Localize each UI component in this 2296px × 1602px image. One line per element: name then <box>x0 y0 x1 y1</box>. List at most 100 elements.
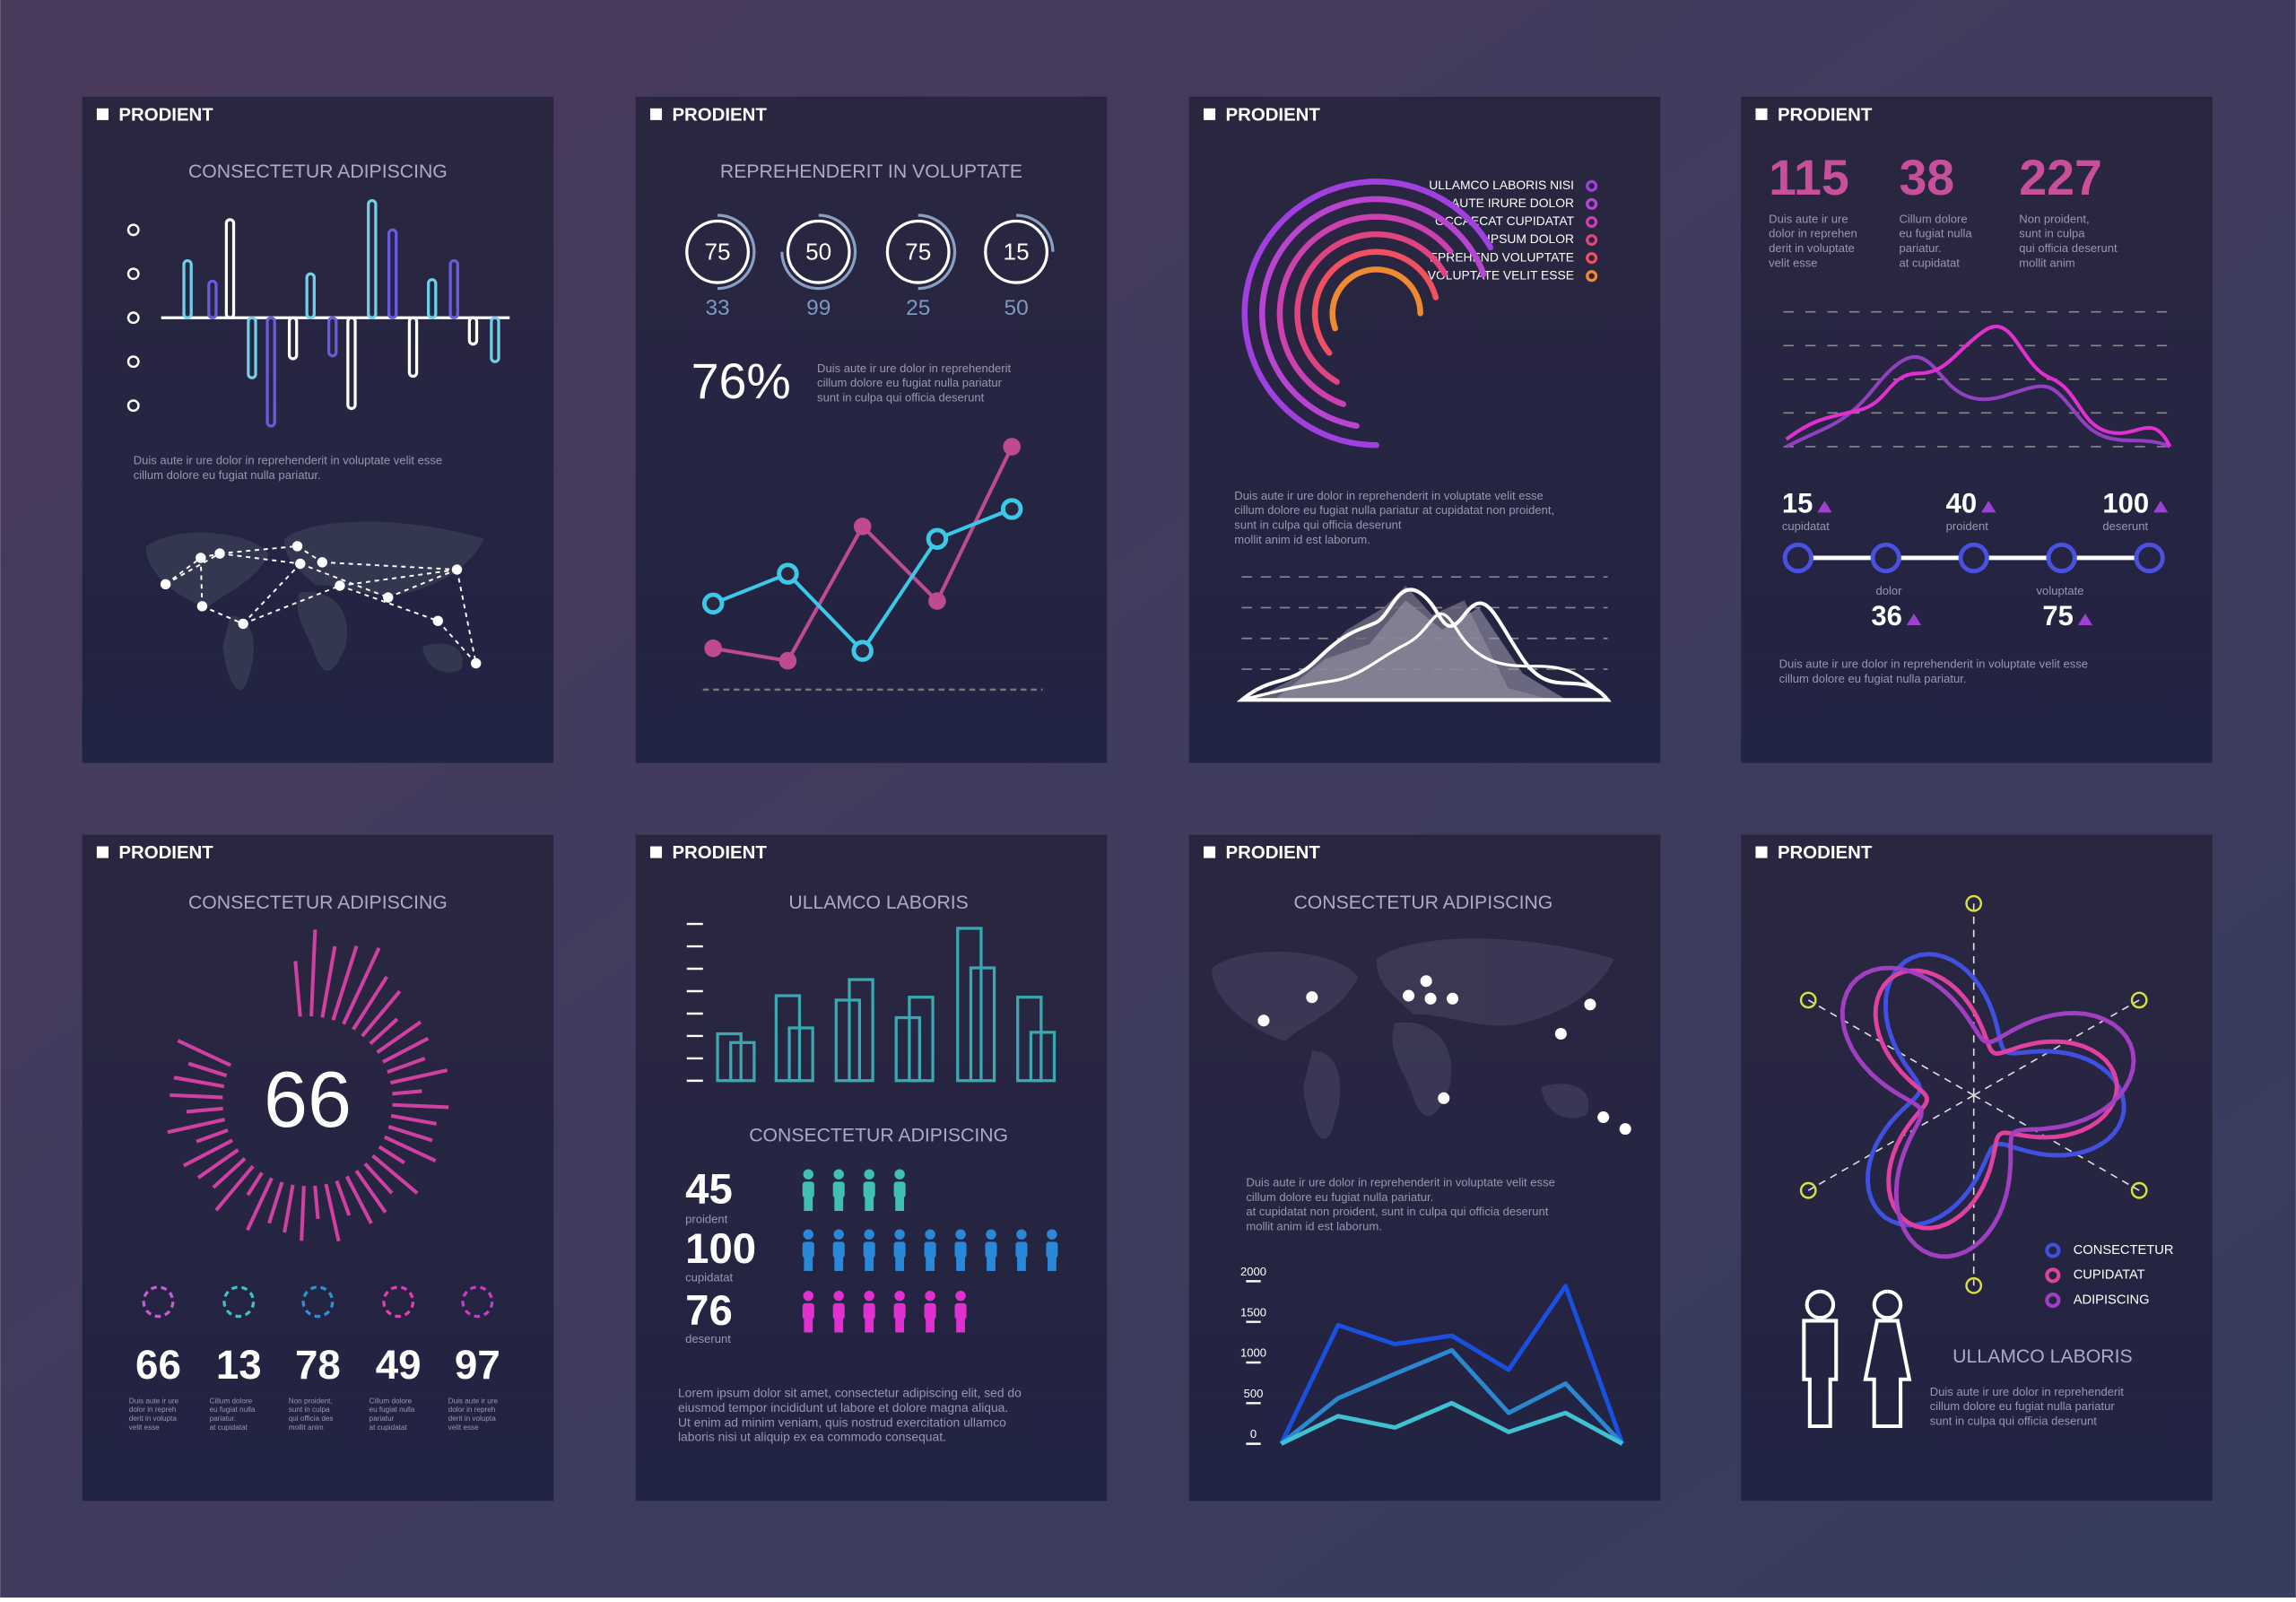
head <box>864 1169 874 1180</box>
radial-ray <box>389 1068 448 1085</box>
radial-ray <box>283 1184 295 1233</box>
arc <box>1259 196 1487 430</box>
radial-ray <box>331 945 359 1021</box>
bar-outline <box>908 996 935 1083</box>
point <box>926 527 949 550</box>
person-icon <box>832 1169 845 1212</box>
person-outline <box>1805 1289 1836 1320</box>
network-line <box>165 553 221 586</box>
map-dot <box>1447 992 1459 1005</box>
gauge-sub: 33 <box>705 296 729 320</box>
timeline-node <box>1958 542 1989 574</box>
stat-value: 97 <box>455 1342 500 1388</box>
timeline-value: 75 <box>2042 600 2073 631</box>
network-node <box>160 579 171 590</box>
radial-ray <box>246 1171 264 1197</box>
person-icon <box>1046 1229 1058 1271</box>
network-node <box>383 592 394 603</box>
mountain <box>1274 600 1567 701</box>
radar-end <box>1799 1181 1817 1199</box>
paragraph-line: pariatur. <box>210 1415 236 1423</box>
point <box>704 640 722 657</box>
panel <box>1741 834 2213 1502</box>
person-icon <box>924 1229 936 1271</box>
stat-value: 49 <box>376 1342 422 1388</box>
body <box>985 1241 997 1258</box>
head <box>864 1291 874 1302</box>
body <box>893 1181 906 1198</box>
gauge-arc <box>1016 213 1055 252</box>
legend-label: AUTE IRURE DOLOR <box>1451 196 1574 210</box>
radial-ray <box>187 1061 228 1078</box>
legend-dot <box>1586 270 1598 283</box>
paragraph-line: eu fugiat nulla <box>1899 227 1972 240</box>
legend-dot <box>2045 1242 2061 1258</box>
panel <box>82 96 554 763</box>
gauge-sub: 50 <box>1004 296 1028 320</box>
network-node <box>295 558 306 570</box>
timeline-caption: deserunt <box>2102 519 2148 533</box>
radial-ray <box>335 1180 352 1216</box>
point <box>851 640 874 662</box>
head <box>925 1229 935 1240</box>
bar <box>367 199 378 319</box>
network-line <box>387 569 457 598</box>
radar-end <box>1965 894 1983 912</box>
radial-ray <box>387 1057 426 1075</box>
paragraph-line: Duis aute ir ure dolor in reprehenderit … <box>1246 1175 1554 1188</box>
people-value: 45 <box>685 1165 733 1213</box>
arc <box>1241 178 1494 448</box>
network-node <box>432 615 443 626</box>
legs <box>804 1256 813 1271</box>
radial-ray <box>186 1106 223 1114</box>
bar <box>327 316 338 358</box>
map-dot <box>1584 998 1596 1011</box>
legend-dot <box>2045 1293 2061 1309</box>
brand: PRODIENT <box>1778 843 1873 863</box>
paragraph-line: eu fugiat nulla <box>210 1406 256 1414</box>
point <box>1000 498 1023 520</box>
paragraph-line: velit esse <box>129 1424 160 1432</box>
paragraph-line: Lorem ipsum dolor sit amet, consectetur … <box>678 1386 1022 1400</box>
radial-ray <box>167 1118 225 1135</box>
head <box>986 1229 996 1240</box>
legs <box>926 1318 935 1333</box>
radial-ray <box>378 1145 405 1165</box>
brand: PRODIENT <box>672 843 767 863</box>
point <box>1003 438 1021 456</box>
y-tick-label: 2000 <box>1240 1265 1266 1278</box>
brand: PRODIENT <box>1778 105 1873 125</box>
person-icon <box>863 1229 875 1271</box>
radar-shape <box>1866 952 2126 1228</box>
legs <box>926 1256 935 1271</box>
head <box>894 1291 905 1302</box>
map-dot <box>1438 1092 1450 1104</box>
gauge-ring <box>685 219 750 284</box>
paragraph-line: mollit anim id est laborum. <box>1246 1219 1382 1232</box>
paragraph-line: laboris nisi ut aliquip ex ea commodo co… <box>678 1430 946 1444</box>
paragraph-line: at cupidatat non proident, sunt in culpa… <box>1246 1205 1548 1218</box>
radial-ray <box>387 1125 433 1143</box>
brand-icon <box>1755 108 1768 120</box>
body <box>802 1241 814 1258</box>
paragraph-line: qui officia deserunt <box>2019 241 2118 255</box>
person-icon <box>1015 1229 1028 1271</box>
panel <box>82 834 554 1502</box>
paragraph-line: mollit anim id est laborum. <box>1234 533 1370 546</box>
radar-axis <box>1807 1094 1975 1191</box>
map-dot <box>1420 975 1432 988</box>
brand-icon <box>1204 108 1216 120</box>
paragraph-line: pariatur <box>370 1415 395 1423</box>
map-dot <box>1597 1111 1610 1124</box>
body <box>954 1241 967 1258</box>
body <box>893 1241 906 1258</box>
point <box>853 518 872 535</box>
bar <box>346 316 357 411</box>
paragraph-line: Cillum dolore <box>1899 212 1967 225</box>
line <box>1280 1347 1624 1446</box>
wave <box>1785 324 2172 448</box>
radial-ray <box>177 1039 232 1067</box>
radial-ray <box>173 1075 225 1089</box>
head <box>894 1169 905 1180</box>
point <box>928 592 946 610</box>
